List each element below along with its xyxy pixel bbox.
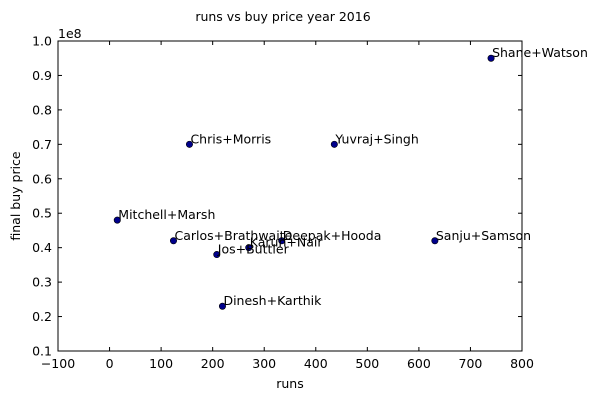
point-label: Karun+Nair xyxy=(250,235,324,250)
tick-group: −100 0 100 200 300 400 500 600 700 800 0.1 0.2 0.3 0.… xyxy=(32,34,534,372)
x-axis-label: runs xyxy=(276,376,304,391)
scatter-point xyxy=(113,216,121,224)
y-tick-label: 0.3 xyxy=(32,275,52,290)
y-tick-label: 0.9 xyxy=(32,68,52,83)
y-tick-label: 0.5 xyxy=(32,206,52,221)
chart-title: runs vs buy price year 2016 xyxy=(195,9,370,24)
x-tick-label: 300 xyxy=(252,356,276,371)
y-tick-label: 0.1 xyxy=(32,344,52,359)
plot-frame xyxy=(57,40,523,352)
point-label: Jos+Buttler xyxy=(217,242,290,257)
x-tick-label: 100 xyxy=(149,356,173,371)
scatter-point xyxy=(213,251,221,259)
scatter-point xyxy=(330,140,338,148)
y-tick-label: 0.6 xyxy=(32,171,52,186)
point-label: Mitchell+Marsh xyxy=(118,207,215,222)
y-offset-label: 1e8 xyxy=(58,26,82,41)
point-label: Shane+Watson xyxy=(492,45,588,60)
x-tick-label: −100 xyxy=(41,356,75,371)
point-label: Yuvraj+Singh xyxy=(334,131,418,146)
y-tick-label: 1.0 xyxy=(32,34,52,49)
point-label: Dinesh+Karthik xyxy=(223,293,322,308)
scatter-point xyxy=(218,302,226,310)
scatter-point xyxy=(185,140,193,148)
y-tick-label: 0.4 xyxy=(32,240,52,255)
scatter-point xyxy=(431,237,439,245)
point-labels-group: Shane+Watson Chris+Morris Yuvraj+Singh Mitc… xyxy=(118,45,588,308)
point-label: Deepak+Hooda xyxy=(283,228,382,243)
scatter-point xyxy=(278,237,286,245)
y-tick-label: 0.7 xyxy=(32,137,52,152)
x-tick-label: 600 xyxy=(407,356,431,371)
point-label: Carlos+Brathwaite xyxy=(174,228,292,243)
x-tick-label: 200 xyxy=(201,356,225,371)
scatter-point xyxy=(169,237,177,245)
y-tick-label: 0.8 xyxy=(32,102,52,117)
x-tick-label: 0 xyxy=(106,356,114,371)
x-tick-label: 500 xyxy=(355,356,379,371)
x-tick-label: 700 xyxy=(459,356,483,371)
y-tick-label: 0.2 xyxy=(32,309,52,324)
x-tick-label: 800 xyxy=(510,356,534,371)
scatter-point xyxy=(245,244,253,252)
y-axis-label: final buy price xyxy=(8,151,23,241)
point-label: Sanju+Samson xyxy=(436,228,531,243)
point-label: Chris+Morris xyxy=(190,131,271,146)
x-tick-label: 400 xyxy=(304,356,328,371)
scatter-point xyxy=(487,54,495,62)
points-group xyxy=(113,54,495,310)
